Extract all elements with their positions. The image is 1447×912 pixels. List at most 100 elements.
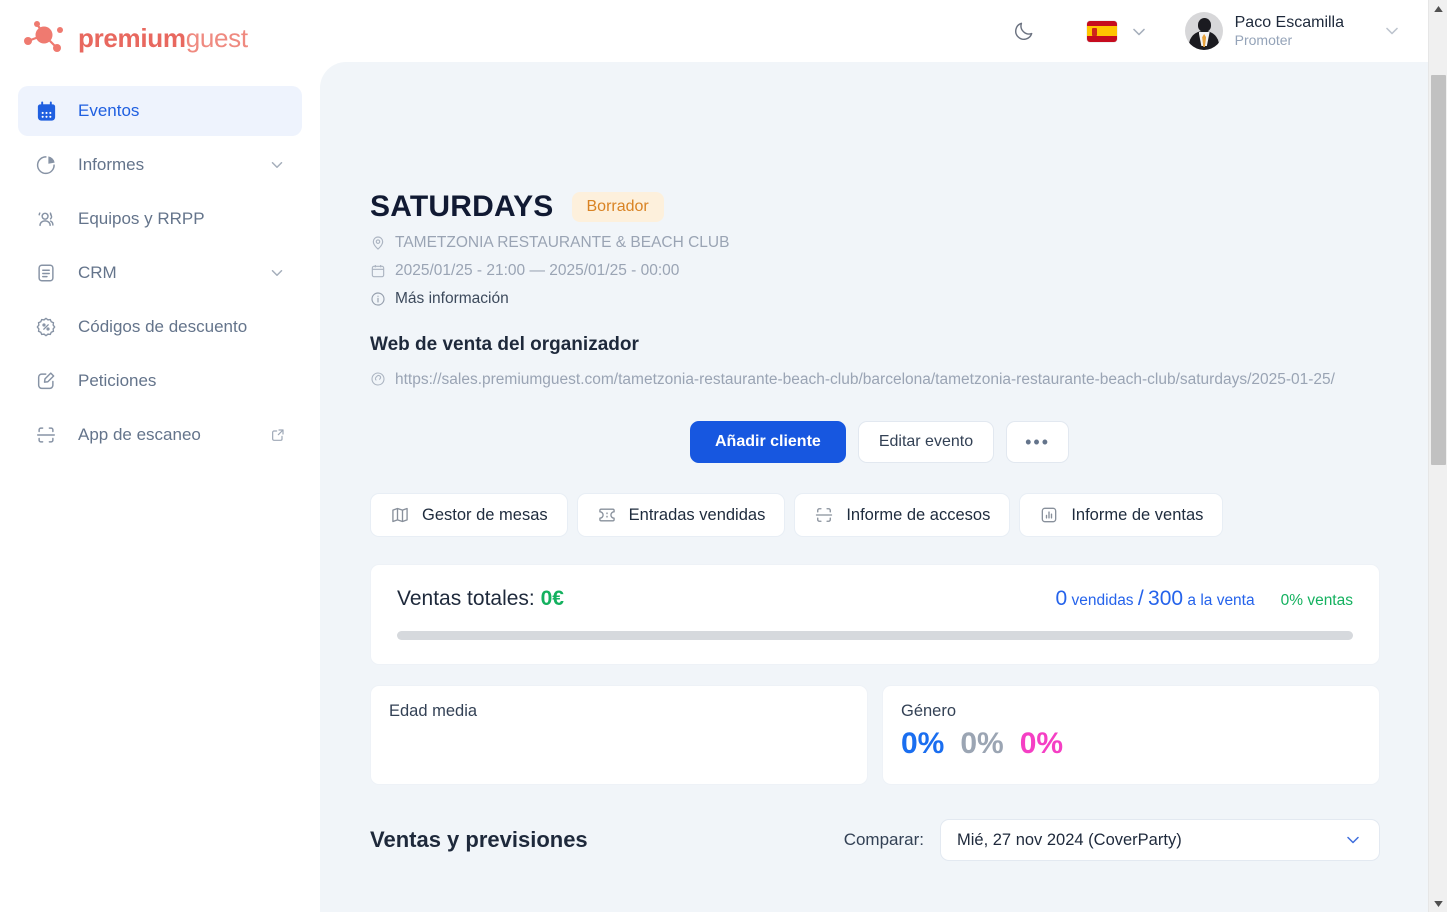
chevron-down-icon[interactable] bbox=[1343, 830, 1363, 850]
main-content: SATURDAYS Borrador TAMETZONIA RESTAURANT… bbox=[320, 62, 1428, 912]
more-info-row[interactable]: Más información bbox=[370, 290, 1428, 308]
forecast-header: Ventas y previsiones Comparar: Mié, 27 n… bbox=[370, 819, 1380, 862]
informe-de-accesos-button[interactable]: Informe de accesos bbox=[794, 493, 1011, 538]
total-sales-label: Ventas totales: 0€ bbox=[397, 587, 564, 611]
tool-label: Entradas vendidas bbox=[628, 505, 766, 524]
average-age-label: Edad media bbox=[389, 702, 478, 721]
gender-values: 0% 0% 0% bbox=[901, 727, 1361, 761]
average-age-card: Edad media bbox=[370, 685, 868, 786]
page-title: SATURDAYS bbox=[370, 190, 554, 223]
scroll-up-button[interactable] bbox=[1429, 0, 1447, 17]
sidebar-item-label: CRM bbox=[78, 263, 117, 282]
calendar-icon bbox=[34, 99, 58, 123]
demographics-row: Edad media Género 0% 0% 0% bbox=[370, 685, 1428, 786]
network-node-icon bbox=[22, 17, 68, 59]
sidebar-item-label: Peticiones bbox=[78, 371, 157, 390]
compare-selected-value: Mié, 27 nov 2024 (CoverParty) bbox=[957, 830, 1182, 849]
sidebar-item-eventos[interactable]: Eventos bbox=[18, 86, 302, 136]
tickets-fraction: 0 vendidas / 300 a la venta bbox=[1056, 587, 1255, 611]
more-info-link[interactable]: Más información bbox=[395, 290, 509, 307]
language-selector[interactable] bbox=[1086, 20, 1147, 42]
sales-amount: 0€ bbox=[540, 587, 564, 611]
fraction-separator: / bbox=[1137, 587, 1144, 611]
sidebar-item-app-de-escaneo[interactable]: App de escaneo bbox=[18, 410, 302, 460]
user-meta: Paco Escamilla Promoter bbox=[1235, 13, 1344, 50]
tickets-sold-count: 0 bbox=[1055, 587, 1068, 611]
user-menu[interactable]: Paco Escamilla Promoter bbox=[1184, 12, 1402, 50]
event-venue-row: TAMETZONIA RESTAURANTE & BEACH CLUB bbox=[370, 234, 1428, 252]
sales-label-text: Ventas totales: bbox=[397, 587, 535, 611]
tool-label: Informe de accesos bbox=[846, 505, 991, 524]
calendar-icon bbox=[370, 263, 386, 279]
add-client-button[interactable]: Añadir cliente bbox=[690, 421, 846, 464]
more-actions-button[interactable]: ••• bbox=[1006, 421, 1069, 464]
status-badge: Borrador bbox=[571, 192, 664, 222]
location-pin-icon bbox=[370, 235, 386, 251]
gender-female-percent: 0% bbox=[1019, 727, 1064, 761]
discount-badge-icon bbox=[34, 315, 58, 339]
sidebar-item-informes[interactable]: Informes bbox=[18, 140, 302, 190]
event-venue: TAMETZONIA RESTAURANTE & BEACH CLUB bbox=[395, 234, 730, 251]
chevron-down-icon[interactable] bbox=[268, 156, 286, 174]
document-list-icon bbox=[34, 261, 58, 285]
topbar: Paco Escamilla Promoter bbox=[320, 0, 1428, 62]
scrollbar-thumb[interactable] bbox=[1431, 75, 1446, 465]
sidebar-item-crm[interactable]: CRM bbox=[18, 248, 302, 298]
brand-name-light: guest bbox=[185, 22, 248, 53]
page-scrollbar[interactable] bbox=[1428, 0, 1447, 912]
event-header: SATURDAYS Borrador bbox=[370, 190, 1428, 224]
scan-icon bbox=[814, 505, 834, 525]
user-name: Paco Escamilla bbox=[1234, 13, 1344, 31]
compare-select[interactable]: Mié, 27 nov 2024 (CoverParty) bbox=[940, 819, 1380, 862]
forecast-title: Ventas y previsiones bbox=[370, 827, 588, 853]
scan-icon bbox=[34, 423, 58, 447]
total-sales-card: Ventas totales: 0€ 0 vendidas / 300 a la… bbox=[370, 564, 1380, 666]
ticket-icon bbox=[597, 505, 617, 525]
brand-name-bold: premium bbox=[78, 22, 186, 53]
moon-icon[interactable] bbox=[1005, 12, 1043, 50]
chevron-down-icon[interactable] bbox=[268, 264, 286, 282]
sidebar-item-label: App de escaneo bbox=[78, 425, 201, 444]
info-circle-icon bbox=[370, 291, 386, 307]
sidebar-item-codigos-de-descuento[interactable]: Códigos de descuento bbox=[18, 302, 302, 352]
compare-label: Comparar: bbox=[843, 830, 924, 850]
sales-progress-bar bbox=[397, 631, 1353, 641]
sales-summary-row: Ventas totales: 0€ 0 vendidas / 300 a la… bbox=[397, 587, 1353, 611]
sidebar-item-equipos-y-rrpp[interactable]: Equipos y RRPP bbox=[18, 194, 302, 244]
entradas-vendidas-button[interactable]: Entradas vendidas bbox=[576, 493, 786, 538]
pie-chart-icon bbox=[34, 153, 58, 177]
gender-male-percent: 0% bbox=[901, 727, 945, 761]
web-url-row[interactable]: https://sales.premiumguest.com/tametzoni… bbox=[370, 366, 1380, 393]
event-dates-row: 2025/01/25 - 21:00 — 2025/01/25 - 00:00 bbox=[370, 262, 1428, 280]
users-icon bbox=[34, 207, 58, 231]
sidebar-item-label: Códigos de descuento bbox=[78, 317, 248, 336]
tickets-sold-word: vendidas bbox=[1071, 592, 1134, 610]
web-url[interactable]: https://sales.premiumguest.com/tametzoni… bbox=[395, 371, 1335, 388]
avatar bbox=[1184, 12, 1223, 50]
sidebar: premiumguest Eventos bbox=[0, 0, 320, 912]
edit-event-button[interactable]: Editar evento bbox=[857, 421, 995, 464]
scroll-down-button[interactable] bbox=[1429, 895, 1447, 912]
event-dates: 2025/01/25 - 21:00 — 2025/01/25 - 00:00 bbox=[395, 262, 680, 279]
primary-actions: Añadir cliente Editar evento ••• bbox=[370, 421, 1428, 464]
chevron-down-icon[interactable] bbox=[1382, 21, 1402, 41]
bar-chart-icon bbox=[1039, 505, 1059, 525]
user-role: Promoter bbox=[1234, 32, 1293, 49]
sidebar-item-peticiones[interactable]: Peticiones bbox=[18, 356, 302, 406]
spain-flag-icon bbox=[1086, 20, 1117, 42]
sidebar-item-label: Eventos bbox=[78, 101, 140, 120]
gender-card: Género 0% 0% 0% bbox=[882, 685, 1380, 786]
gender-other-percent: 0% bbox=[960, 727, 1004, 761]
table-map-icon bbox=[390, 505, 410, 525]
informe-de-ventas-button[interactable]: Informe de ventas bbox=[1019, 493, 1224, 538]
sidebar-item-label: Informes bbox=[78, 155, 145, 174]
external-link-icon[interactable] bbox=[270, 427, 286, 443]
tool-buttons: Gestor de mesas Entradas vendidas bbox=[370, 493, 1428, 538]
brand-logo[interactable]: premiumguest bbox=[0, 0, 320, 62]
gestor-de-mesas-button[interactable]: Gestor de mesas bbox=[370, 493, 568, 538]
chevron-down-icon[interactable] bbox=[1129, 22, 1147, 40]
sales-percent: 0% ventas bbox=[1280, 592, 1353, 610]
link-icon bbox=[370, 371, 386, 387]
sales-stats: 0 vendidas / 300 a la venta 0% ventas bbox=[1056, 587, 1353, 611]
